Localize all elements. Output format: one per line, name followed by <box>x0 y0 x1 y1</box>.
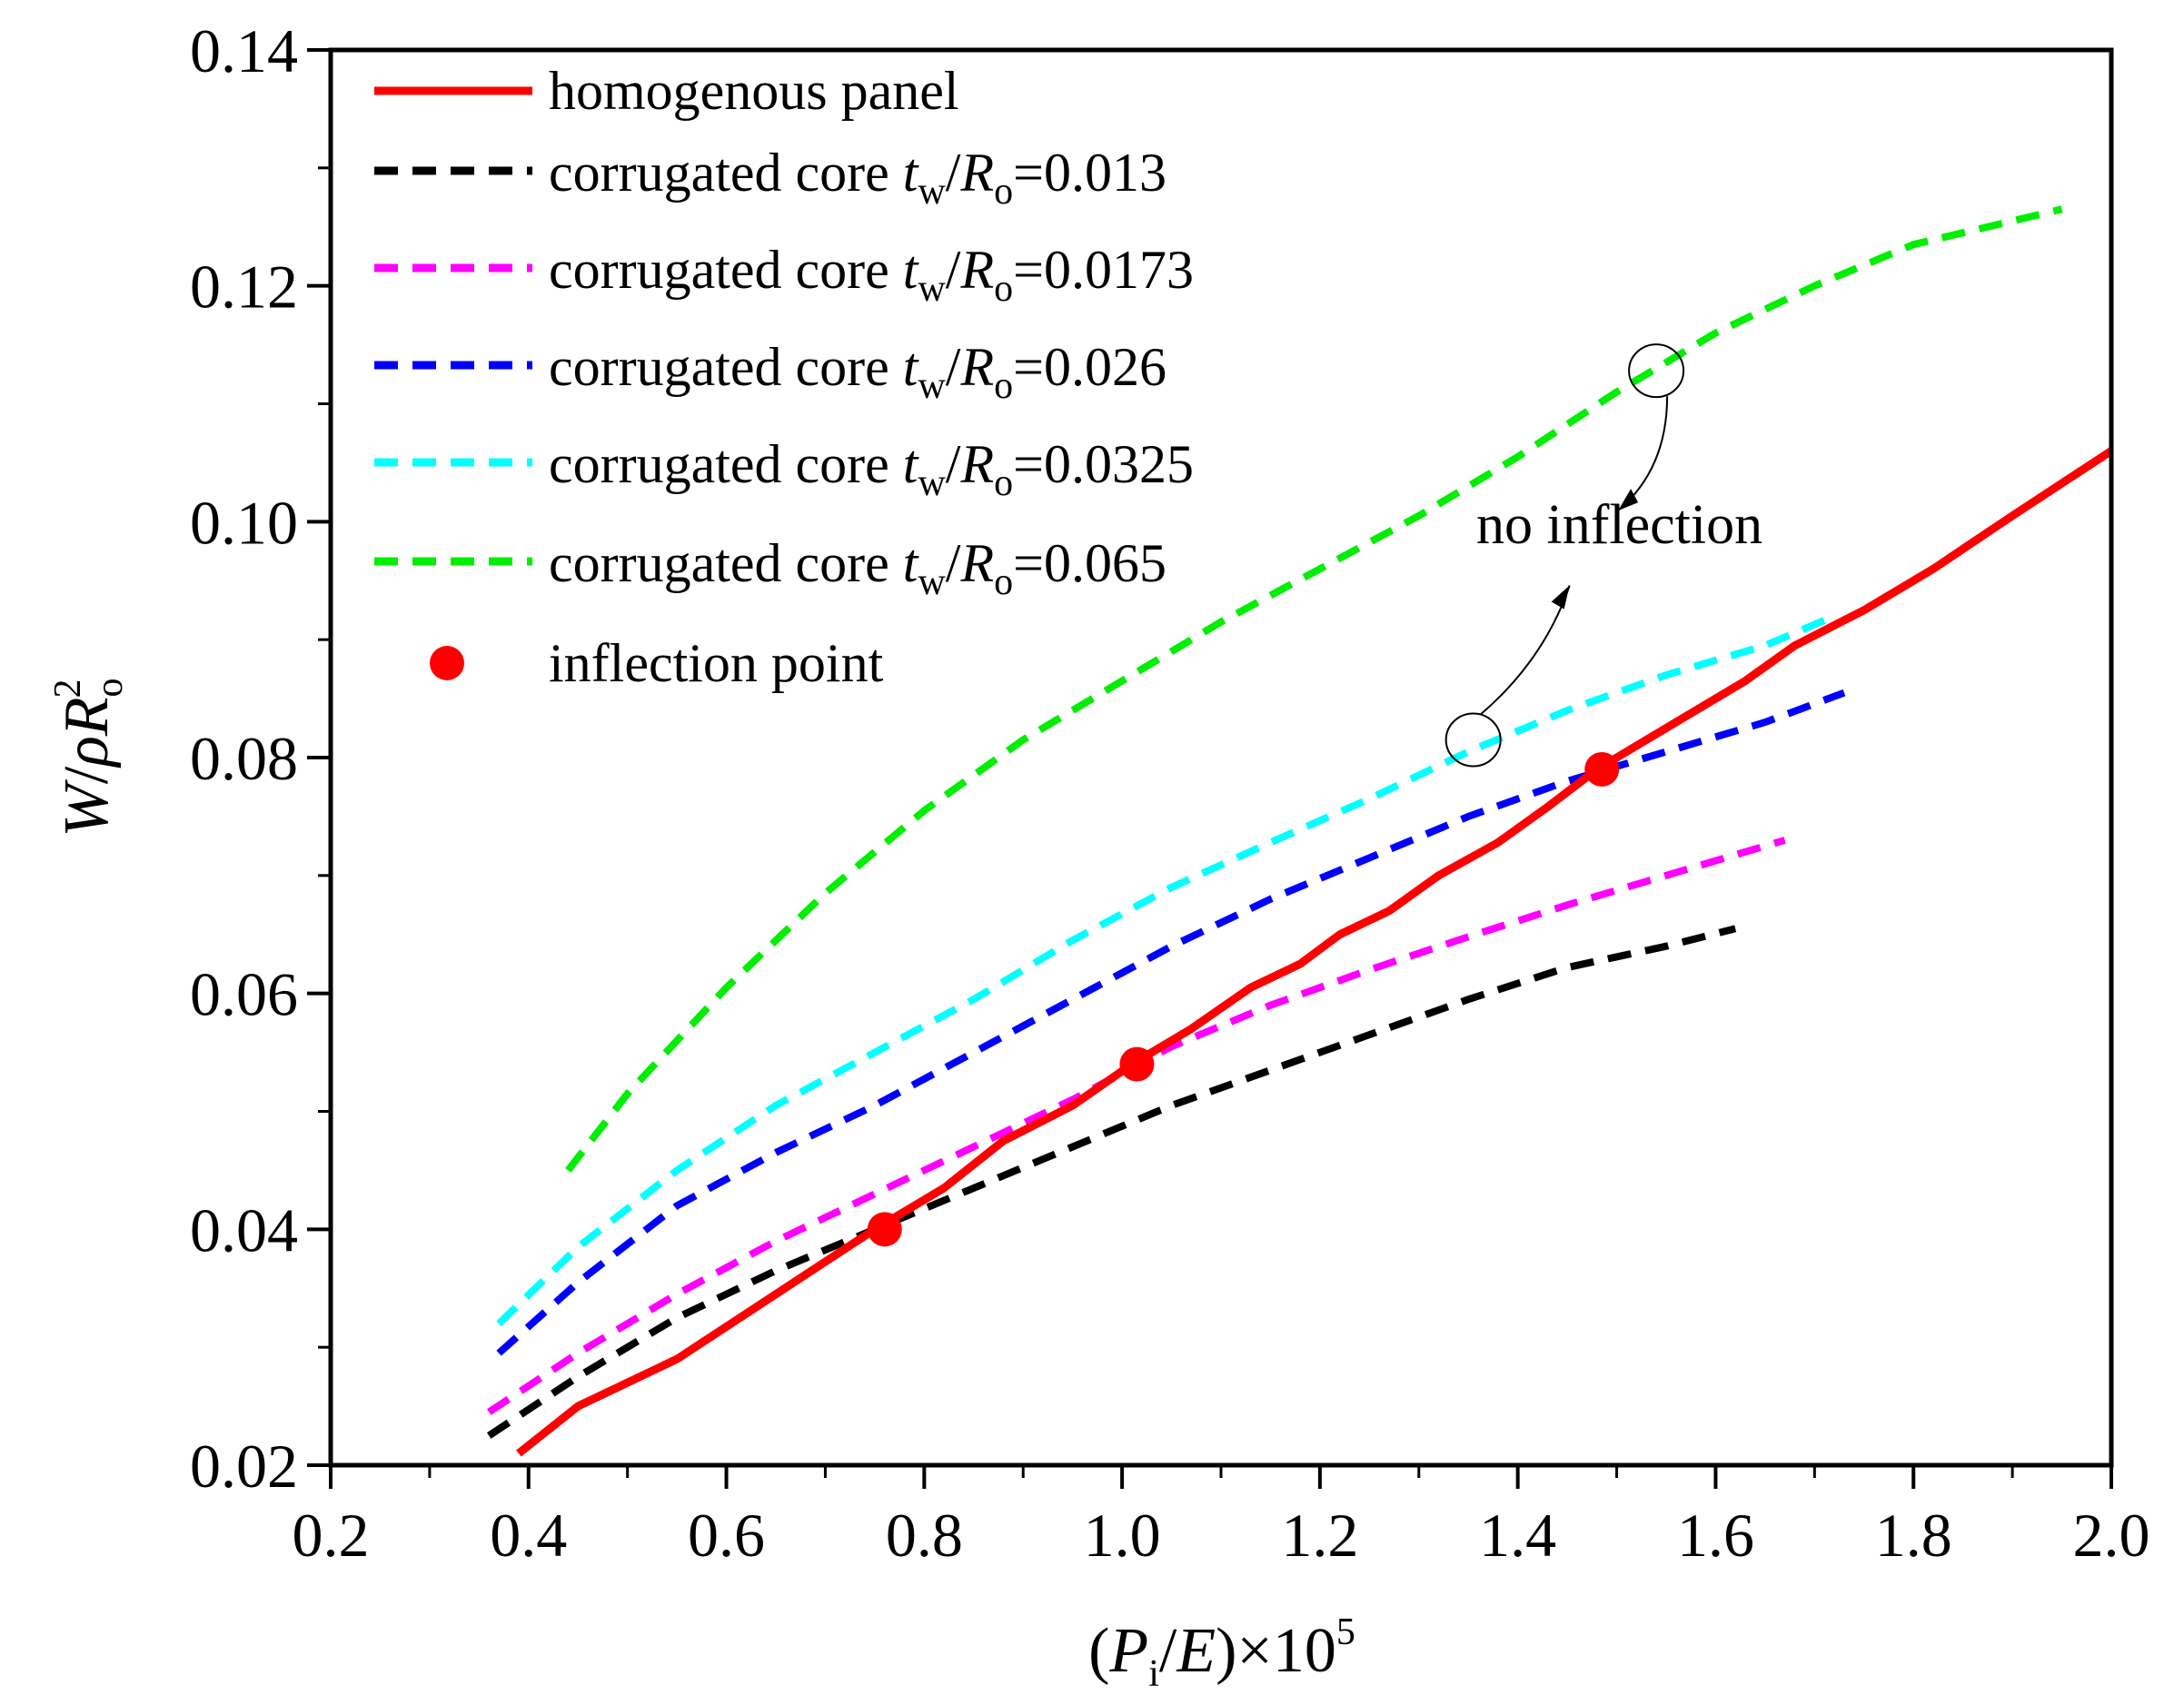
inflection-point <box>867 1212 902 1247</box>
annotation-circle <box>1444 712 1502 768</box>
plot-frame <box>328 47 2114 1468</box>
x-tick-label: 1.0 <box>1084 1501 1161 1570</box>
points-layer <box>867 751 1620 1247</box>
x-tick-label: 0.6 <box>688 1501 765 1570</box>
legend-label-inflection: inflection point <box>549 633 884 693</box>
legend-marker-inflection <box>430 646 464 680</box>
legend-label-0.013: corrugated core tw/Ro=0.013 <box>549 143 1166 213</box>
y-tick-label: 0.10 <box>190 488 298 557</box>
legend-label-0.0325: corrugated core tw/Ro=0.0325 <box>549 434 1194 504</box>
inflection-point <box>1119 1046 1155 1082</box>
x-tick-label: 1.2 <box>1281 1501 1358 1570</box>
y-tick-label: 0.02 <box>190 1432 298 1501</box>
series-layer <box>486 205 2114 1457</box>
y-tick-label: 0.08 <box>190 724 298 793</box>
series-line-0.026 <box>496 689 1846 1356</box>
legend-label-0.0173: corrugated core tw/Ro=0.0173 <box>549 240 1194 310</box>
series-line-0.0173 <box>486 837 1786 1415</box>
annotation-text-no-inflection: no inflection <box>1476 494 1762 556</box>
series-line-0.065 <box>565 205 2063 1173</box>
y-axis-title: W/ρRo2 <box>47 678 131 837</box>
x-tick-label: 0.2 <box>293 1501 370 1570</box>
annotation-arrow <box>1480 585 1571 716</box>
x-tick-label: 1.4 <box>1479 1501 1556 1570</box>
series-line-homogenous <box>516 447 2114 1457</box>
y-tick-label: 0.12 <box>190 253 298 322</box>
y-tick-label: 0.04 <box>190 1195 298 1264</box>
inflection-point <box>1584 751 1620 787</box>
legend: homogenous panel corrugated core tw/Ro=0… <box>374 61 1194 693</box>
legend-label-homogenous: homogenous panel <box>549 61 959 121</box>
x-axis-title: (Pi/E)×105 <box>1088 1611 1355 1695</box>
x-tick-label: 0.4 <box>490 1501 567 1570</box>
legend-label-0.065: corrugated core tw/Ro=0.065 <box>549 533 1166 603</box>
ticks-layer: 0.2 0.4 0.6 0.8 1.0 1.2 1.4 1.6 1.8 2.0 0.02 0.04 0.… <box>190 16 2150 1570</box>
series-line-0.0325 <box>496 612 1836 1327</box>
y-tick-label: 0.14 <box>190 16 298 85</box>
legend-label-0.026: corrugated core tw/Ro=0.026 <box>549 337 1166 407</box>
arrowhead-icon <box>1618 489 1639 511</box>
arrowhead-icon <box>1551 585 1570 610</box>
series-line-0.013 <box>486 925 1737 1439</box>
x-tick-label: 1.6 <box>1677 1501 1754 1570</box>
x-tick-label: 1.8 <box>1875 1501 1952 1570</box>
x-tick-label: 2.0 <box>2073 1501 2150 1570</box>
annotation-circle <box>1628 343 1685 399</box>
x-tick-label: 0.8 <box>886 1501 963 1570</box>
y-tick-label: 0.06 <box>190 960 298 1029</box>
annotation-layer: no inflection <box>1444 343 1762 768</box>
